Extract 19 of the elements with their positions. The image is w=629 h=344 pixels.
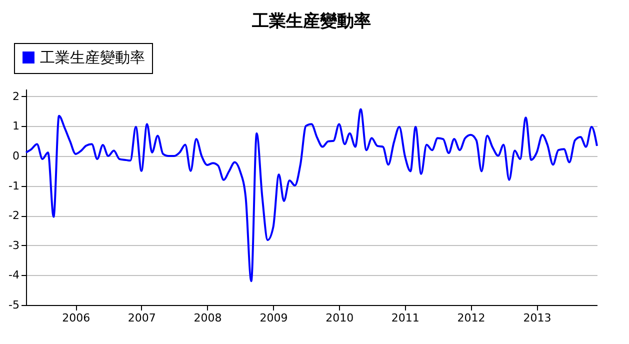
y-tick-label: -2 bbox=[8, 209, 20, 222]
x-tick-label: 2007 bbox=[128, 312, 156, 324]
y-tick-label: -4 bbox=[8, 268, 20, 282]
y-tick-label: 1 bbox=[12, 120, 20, 133]
line-series bbox=[25, 108, 598, 282]
y-tick-label: -5 bbox=[8, 298, 20, 312]
y-tick-label: -1 bbox=[8, 179, 20, 192]
y-tick-label: 0 bbox=[12, 150, 20, 163]
chart-title: 工業生産變動率 bbox=[251, 12, 371, 32]
x-tick-label: 2013 bbox=[523, 312, 552, 324]
y-tick-label: 2 bbox=[12, 90, 20, 103]
x-tick-label: 2011 bbox=[391, 312, 420, 324]
y-tick-label: -3 bbox=[8, 238, 20, 252]
legend-label: 工業生産變動率 bbox=[40, 48, 145, 66]
x-tick-label: 2008 bbox=[194, 312, 222, 324]
x-tick-label: 2006 bbox=[62, 312, 90, 324]
x-tick-label: 2012 bbox=[457, 312, 486, 324]
x-tick-label: 2010 bbox=[326, 312, 354, 324]
x-tick-label: 2009 bbox=[260, 312, 288, 324]
